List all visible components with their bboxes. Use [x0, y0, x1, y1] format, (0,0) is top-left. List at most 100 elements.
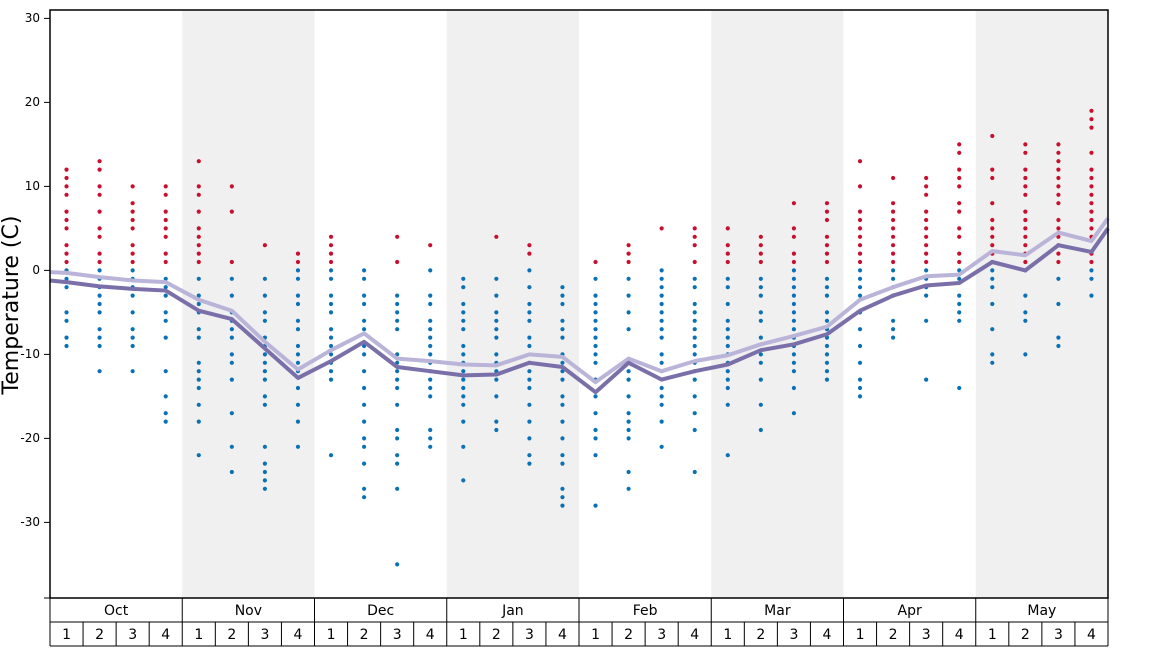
temperature-dot	[395, 461, 400, 466]
temperature-dot	[196, 369, 201, 374]
temperature-dot	[527, 268, 532, 273]
temperature-dot	[890, 243, 896, 248]
temperature-dot	[626, 293, 631, 298]
temperature-dot	[461, 318, 466, 323]
temperature-dot	[890, 259, 896, 265]
temperature-dot	[626, 276, 631, 281]
temperature-dot	[824, 251, 830, 256]
temperature-dot	[957, 318, 962, 323]
temperature-dot	[791, 318, 797, 323]
temperature-dot	[130, 310, 135, 315]
temperature-dot	[395, 293, 400, 298]
temperature-dot	[262, 394, 268, 399]
temperature-dot	[295, 301, 301, 307]
temperature-dot	[361, 301, 367, 307]
temperature-dot	[196, 159, 201, 164]
temperature-dot	[890, 209, 896, 214]
temperature-dot	[163, 251, 168, 256]
temperature-dot	[593, 310, 598, 315]
temperature-dot	[626, 327, 631, 332]
temperature-dot	[857, 360, 863, 365]
average-line	[49, 227, 1110, 395]
week-label: 1	[194, 627, 203, 643]
month-label: Mar	[764, 603, 791, 619]
week-label: 4	[690, 627, 699, 643]
temperature-dot	[395, 562, 400, 567]
temperature-dot	[990, 175, 995, 181]
temperature-dot	[527, 318, 532, 323]
temperature-dot	[494, 427, 499, 433]
temperature-dot	[890, 251, 896, 256]
temperature-dot	[659, 419, 664, 424]
temperature-dot	[957, 184, 962, 189]
temperature-dot	[758, 310, 763, 315]
temperature-dot	[395, 318, 400, 323]
temperature-dot	[990, 243, 995, 248]
y-tick-label: -20	[20, 431, 40, 445]
temperature-dot	[957, 310, 962, 315]
temperature-dot	[1023, 150, 1028, 155]
temperature-dot	[1089, 217, 1094, 223]
temperature-dot	[461, 419, 466, 424]
temperature-dot	[791, 251, 797, 256]
temperature-dot	[527, 419, 532, 424]
temperature-dot	[196, 385, 201, 391]
temperature-dot	[1056, 159, 1061, 164]
temperature-dot	[659, 352, 664, 357]
week-label: 2	[624, 627, 633, 643]
temperature-dot	[990, 133, 995, 139]
temperature-dot	[1089, 150, 1094, 155]
week-label: 3	[657, 627, 666, 643]
temperature-dot	[328, 268, 334, 273]
temperature-dot	[163, 226, 168, 231]
temperature-dot	[692, 343, 697, 349]
temperature-dot	[527, 436, 532, 441]
week-label: 1	[591, 627, 600, 643]
temperature-dot	[857, 293, 863, 298]
temperature-dot	[97, 369, 102, 374]
temperature-dot	[295, 343, 301, 349]
temperature-dot	[494, 352, 499, 357]
temperature-dot	[692, 285, 697, 290]
temperature-dot	[1089, 117, 1094, 122]
temperature-dot	[957, 201, 962, 206]
temperature-dot	[791, 301, 797, 307]
temperature-dot	[725, 343, 730, 349]
temperature-dot	[130, 201, 135, 206]
temperature-dot	[395, 259, 400, 265]
temperature-dot	[692, 394, 697, 399]
temperature-dot	[428, 352, 433, 357]
temperature-dot	[1056, 251, 1061, 256]
temperature-dot	[361, 419, 367, 424]
temperature-dot	[395, 402, 400, 407]
temperature-dot	[395, 377, 400, 382]
temperature-dot	[957, 150, 962, 155]
temperature-dot	[1056, 175, 1061, 181]
temperature-dot	[361, 276, 367, 281]
temperature-dot	[163, 209, 168, 214]
temperature-dot	[1023, 209, 1028, 214]
temperature-dot	[527, 402, 532, 407]
temperature-dot	[725, 259, 730, 265]
temperature-dot	[659, 268, 664, 273]
temperature-dot	[791, 268, 797, 273]
temperature-dot	[295, 385, 301, 391]
temperature-dot	[990, 285, 995, 290]
temperature-dot	[890, 268, 896, 273]
temperature-dot	[461, 369, 466, 374]
temperature-dot	[64, 184, 69, 189]
temperature-dot	[527, 335, 532, 340]
temperature-dot	[163, 318, 168, 323]
temperature-dot	[824, 209, 830, 214]
temperature-dot	[593, 453, 598, 458]
temperature-dot	[1056, 142, 1061, 147]
temperature-dot	[791, 369, 797, 374]
temperature-dot	[527, 453, 532, 458]
temperature-dot	[527, 461, 532, 466]
week-label: 4	[558, 627, 567, 643]
temperature-dot	[692, 318, 697, 323]
temperature-dot	[229, 327, 234, 332]
temperature-dot	[857, 327, 863, 332]
temperature-dot	[593, 411, 598, 416]
temperature-dot	[725, 285, 730, 290]
